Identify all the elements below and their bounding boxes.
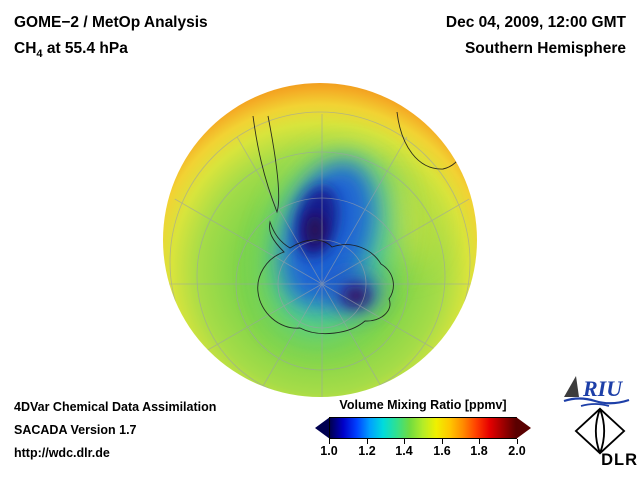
footer-credits: 4DVar Chemical Data Assimilation SACADA … [14,396,216,465]
riu-logo-text: RIU [582,376,623,401]
colorbar-tick-label: 1.0 [320,444,338,458]
coastline-antarctica [257,220,394,334]
colorbar-tick-label: 1.2 [358,444,376,458]
figure-subtitle: CH4 at 55.4 hPa [14,36,208,63]
dlr-logo-text: DLR [601,451,638,469]
figure-meta-block: Dec 04, 2009, 12:00 GMT Southern Hemisph… [446,10,626,63]
colorbar-tick [367,439,368,444]
footer-line-version: SACADA Version 1.7 [14,423,137,438]
colorbar-tick [404,439,405,444]
riu-sail-icon [564,376,579,397]
riu-wave-icon [563,397,630,405]
dlr-logo: DLR [572,406,640,474]
colorbar-title: Volume Mixing Ratio [ppmv] [339,398,507,412]
colorbar-tick [479,439,480,444]
species-level: at 55.4 hPa [42,39,128,57]
species-subscript: 4 [36,47,43,60]
colorbar-tick [329,439,330,444]
colorbar-tick-label: 1.6 [433,444,451,458]
footer-line-assimilation: 4DVar Chemical Data Assimilation [14,400,217,414]
graticule [163,111,477,397]
figure-title-block: GOME−2 / MetOp Analysis CH4 at 55.4 hPa [14,10,208,63]
colorbar-left-arrow [315,417,330,439]
figure-title: GOME−2 / MetOp Analysis [14,14,208,31]
dlr-emblem-icon [574,407,626,455]
figure-datetime: Dec 04, 2009, 12:00 GMT [445,14,626,31]
colorbar-tick-label: 2.0 [508,444,526,458]
colorbar-right-arrow [516,417,531,439]
colorbar-gradient [329,417,517,439]
coastline-south-america [252,115,280,214]
colorbar-tick-labels: 1.0 1.2 1.4 1.6 1.8 2.0 [315,444,531,460]
colorbar-bar [315,417,531,444]
colorbar-tick [442,439,443,444]
colorbar: Volume Mixing Ratio [ppmv] 1.0 1.2 1.4 1… [315,398,531,462]
footer-line-url: http://wdc.dlr.de [14,446,110,461]
species-symbol: CH [14,39,37,57]
colorbar-tick-label: 1.8 [470,444,488,458]
colorbar-tick [517,439,518,444]
colorbar-tick-label: 1.4 [395,444,413,458]
ch4-depletion-region [271,158,393,334]
figure-hemisphere: Southern Hemisphere [464,40,626,58]
riu-logo: RIU [563,376,630,407]
riu-wave-icon [580,403,610,407]
